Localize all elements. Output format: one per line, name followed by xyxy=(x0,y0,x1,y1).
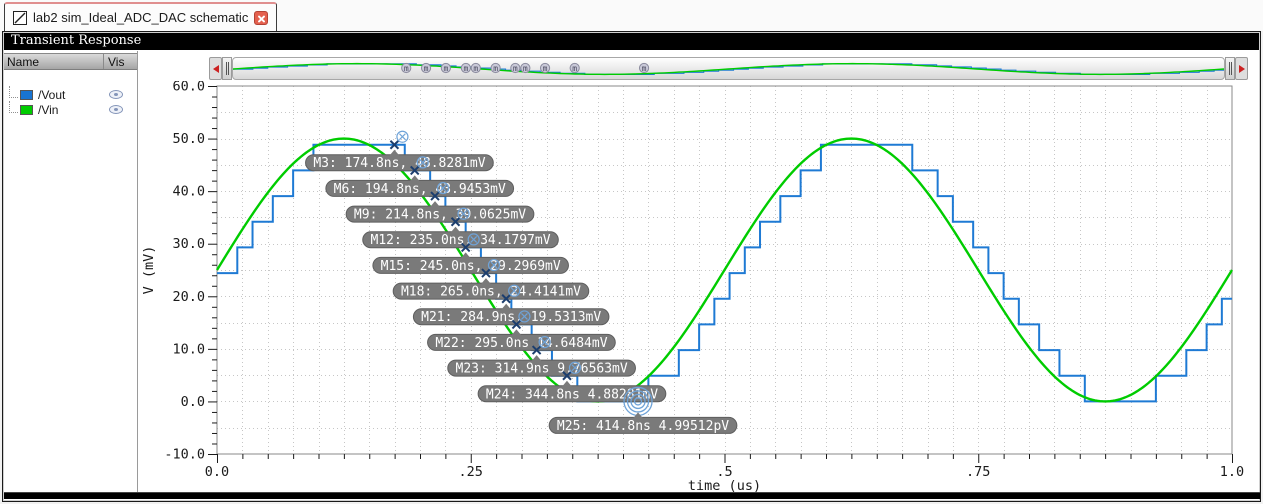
tree-connector xyxy=(9,86,18,98)
tab-close-icon[interactable] xyxy=(254,11,268,25)
visibility-eye-icon[interactable] xyxy=(109,105,123,114)
marker-label-text: M9: 214.8ns, 39.0625mV xyxy=(354,208,526,223)
marker-label-text: M23: 314.9ns 9.76563mV xyxy=(456,362,628,377)
right-arrow-icon xyxy=(1239,65,1245,73)
overview-marker-bubble[interactable]: m xyxy=(471,63,480,73)
screen: { "tab": { "title": "lab2 sim_Ideal_ADC_… xyxy=(0,0,1263,504)
overview-marker-bubble[interactable]: m xyxy=(441,63,450,73)
overview-marker-bubble[interactable]: m xyxy=(461,63,470,73)
tab-bar: lab2 sim_Ideal_ADC_DAC schematic xyxy=(0,0,1263,31)
svg-text:m: m xyxy=(642,64,647,73)
signal-name-vin: /Vin xyxy=(38,103,109,117)
overview-marker-bubble[interactable]: m xyxy=(540,63,549,73)
svg-text:10.0: 10.0 xyxy=(172,341,205,357)
marker-label-text: M22: 295.0ns 14.6484mV xyxy=(435,336,607,351)
svg-text:-10.0: -10.0 xyxy=(164,447,205,463)
signal-panel: Name Vis /Vout /Vin xyxy=(4,51,138,492)
tree-connector xyxy=(9,101,18,113)
visibility-eye-icon[interactable] xyxy=(109,90,123,99)
plot-title-bar: Transient Response xyxy=(4,33,1259,50)
overview-mini-chart: mmmmmmmmmmm xyxy=(233,58,1224,79)
signal-row-vout[interactable]: /Vout xyxy=(4,87,137,102)
svg-text:20.0: 20.0 xyxy=(172,289,205,305)
overview-track[interactable]: mmmmmmmmmmm xyxy=(232,57,1225,80)
vin-color-swatch xyxy=(20,105,33,115)
marker-label-text: M3: 174.8ns, 48.8281mV xyxy=(313,156,485,171)
overview-marker-bubble[interactable]: m xyxy=(639,63,648,73)
svg-text:30.0: 30.0 xyxy=(172,236,205,252)
svg-text:50.0: 50.0 xyxy=(172,131,205,147)
plot-main-area: mmmmmmmmmmm 60.050.040.030.020.010.00.0-… xyxy=(139,51,1259,491)
signal-panel-header: Name Vis xyxy=(4,53,137,70)
svg-text:m: m xyxy=(424,64,429,73)
svg-text:1.0: 1.0 xyxy=(1220,464,1244,480)
marker-label-text: M15: 245.0ns, 29.2969mV xyxy=(381,259,561,274)
waveform-window: Transient Response Name Vis /Vout /Vin m… xyxy=(2,31,1261,502)
range-grip-right[interactable] xyxy=(1225,57,1235,80)
vout-color-swatch xyxy=(20,90,33,100)
marker-label-text: M12: 235.0ns, 34.1797mV xyxy=(371,233,551,248)
overview-scrollbar: mmmmmmmmmmm xyxy=(209,56,1248,81)
transient-plot[interactable]: 60.050.040.030.020.010.00.0-10.00.0.25.5… xyxy=(139,81,1260,493)
svg-text:60.0: 60.0 xyxy=(172,81,205,95)
overview-marker-bubble[interactable]: m xyxy=(491,63,500,73)
signal-name-vout: /Vout xyxy=(38,88,109,102)
schematic-icon xyxy=(13,11,27,25)
scroll-left-arrow-button[interactable] xyxy=(209,57,222,80)
signal-row-vin[interactable]: /Vin xyxy=(4,102,137,117)
tab-title: lab2 sim_Ideal_ADC_DAC schematic xyxy=(33,10,248,25)
svg-text:0.0: 0.0 xyxy=(205,464,229,480)
svg-text:40.0: 40.0 xyxy=(172,184,205,200)
svg-text:0.0: 0.0 xyxy=(181,394,205,410)
x-axis-title: time (us) xyxy=(688,478,761,493)
svg-text:m: m xyxy=(473,64,478,73)
svg-text:m: m xyxy=(513,64,518,73)
range-grip-left[interactable] xyxy=(222,57,232,80)
marker-M3[interactable]: M3: 174.8ns, 48.8281mV xyxy=(306,131,494,171)
marker-label-text: M24: 344.8ns 4.88281mV xyxy=(486,387,658,402)
svg-text:m: m xyxy=(404,64,409,73)
svg-text:m: m xyxy=(523,64,528,73)
marker-label-text: M18: 265.0ns, 24.4141mV xyxy=(401,285,581,300)
plot-canvas[interactable]: 60.050.040.030.020.010.00.0-10.00.0.25.5… xyxy=(139,81,1260,493)
marker-label-text: M21: 284.9ns, 19.5313mV xyxy=(421,310,601,325)
marker-label-text: M6: 194.8ns, 43.9453mV xyxy=(334,182,506,197)
column-vis-label: Vis xyxy=(104,55,137,69)
left-arrow-icon xyxy=(213,65,219,73)
column-name-label: Name xyxy=(4,55,103,69)
overview-marker-bubble[interactable]: m xyxy=(402,63,411,73)
tab-waveform-window[interactable]: lab2 sim_Ideal_ADC_DAC schematic xyxy=(4,2,277,31)
marker-label-text: M25: 414.8ns 4.99512pV xyxy=(557,419,729,434)
svg-text:m: m xyxy=(443,64,448,73)
overview-marker-bubble[interactable]: m xyxy=(421,63,430,73)
y-axis-title: V (mV) xyxy=(141,246,157,295)
bottom-strip xyxy=(4,492,1260,499)
svg-text:.75: .75 xyxy=(966,464,990,480)
overview-marker-bubble[interactable]: m xyxy=(570,63,579,73)
overview-marker-bubble[interactable]: m xyxy=(511,63,520,73)
svg-text:.25: .25 xyxy=(459,464,483,480)
svg-text:m: m xyxy=(463,64,468,73)
svg-text:m: m xyxy=(493,64,498,73)
overview-marker-bubble[interactable]: m xyxy=(521,63,530,73)
marker-circled-x-icon xyxy=(397,131,408,142)
svg-text:m: m xyxy=(572,64,577,73)
svg-text:m: m xyxy=(543,64,548,73)
scroll-right-arrow-button[interactable] xyxy=(1235,57,1248,80)
